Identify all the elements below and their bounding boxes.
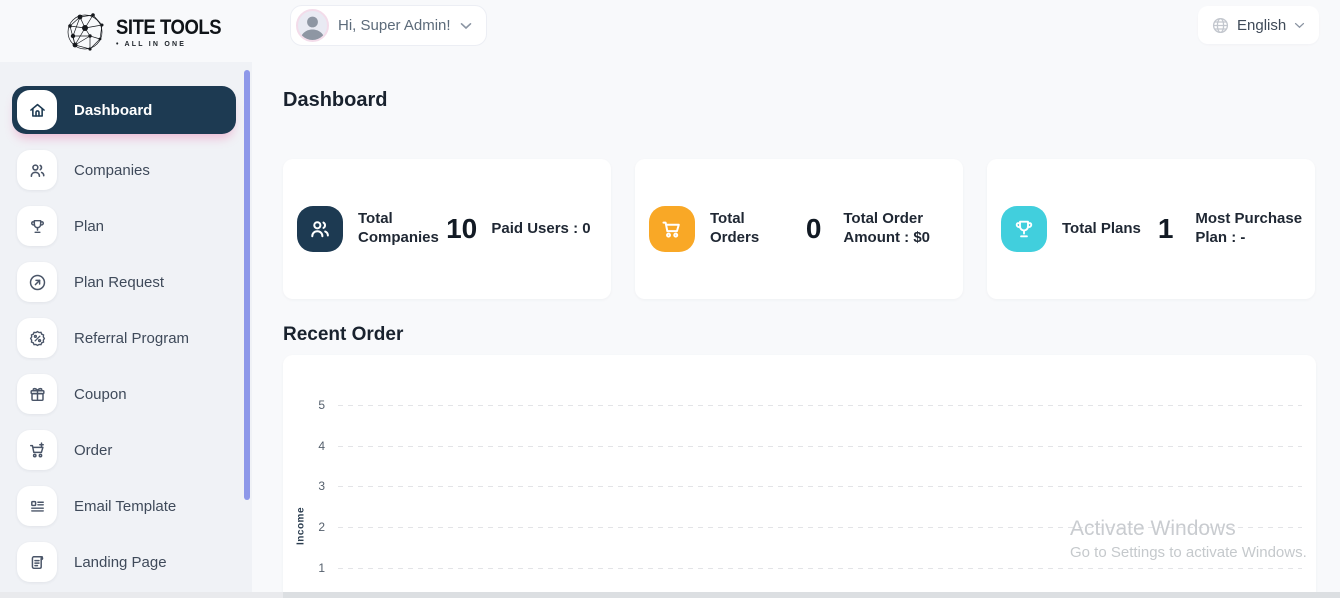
chevron-down-icon xyxy=(1294,22,1305,29)
sidebar-item-landing-page[interactable]: Landing Page xyxy=(17,542,236,582)
sidebar-item-email-template[interactable]: Email Template xyxy=(17,486,236,526)
sidebar-item-label: Plan xyxy=(74,217,105,235)
cart-icon xyxy=(649,206,695,252)
sidebar: Dashboard Companies Plan Plan Request Re xyxy=(0,62,252,592)
scroll-icon xyxy=(17,542,57,582)
sidebar-item-referral-program[interactable]: Referral Program xyxy=(17,318,236,358)
sidebar-item-dashboard[interactable]: Dashboard xyxy=(12,86,236,134)
gridline xyxy=(338,486,1302,487)
user-menu[interactable]: Hi, Super Admin! xyxy=(290,5,487,46)
home-icon xyxy=(17,90,57,130)
stat-sub-label: Total Order Amount : $0 xyxy=(843,210,931,246)
stat-card-total-plans: Total Plans 1 Most Purchase Plan : - xyxy=(987,159,1315,299)
network-logo-icon xyxy=(67,13,104,51)
y-tick: 5 xyxy=(318,398,325,412)
sidebar-item-label: Email Template xyxy=(74,497,177,515)
recent-order-chart: Income 5 4 3 2 1 xyxy=(283,355,1316,598)
horizontal-scrollbar-segment xyxy=(0,592,283,598)
page-title: Dashboard xyxy=(283,89,388,111)
sidebar-item-label: Coupon xyxy=(74,385,127,403)
arrow-up-right-circle-icon xyxy=(17,262,57,302)
users-icon xyxy=(17,150,57,190)
sidebar-item-coupon[interactable]: Coupon xyxy=(17,374,236,414)
avatar xyxy=(296,9,329,42)
brand-name: SITE TOOLS xyxy=(116,16,222,39)
sidebar-nav: Dashboard Companies Plan Plan Request Re xyxy=(0,86,252,582)
brand-text: SITE TOOLS • ALL IN ONE xyxy=(116,16,235,48)
sidebar-item-label: Plan Request xyxy=(74,273,165,291)
sidebar-item-label: Order xyxy=(74,441,113,459)
gridline xyxy=(338,445,1302,447)
sidebar-item-plan[interactable]: Plan xyxy=(17,206,236,246)
greeting-text: Hi, Super Admin! xyxy=(338,17,451,34)
trophy-icon xyxy=(17,206,57,246)
stat-sub-label: Paid Users : 0 xyxy=(491,219,591,237)
sidebar-scrollbar[interactable] xyxy=(244,70,250,500)
stat-card-total-orders: Total Orders 0 Total Order Amount : $0 xyxy=(635,159,963,299)
stat-value: 0 xyxy=(805,213,822,244)
sidebar-item-label: Landing Page xyxy=(74,553,167,571)
gridline xyxy=(338,568,1302,569)
recent-order-title: Recent Order xyxy=(283,324,404,345)
stat-card-total-companies: Total Companies 10 Paid Users : 0 xyxy=(283,159,611,299)
sidebar-item-plan-request[interactable]: Plan Request xyxy=(17,262,236,302)
sidebar-item-order[interactable]: Order xyxy=(17,430,236,470)
stat-label: Total Orders xyxy=(710,210,760,246)
template-icon xyxy=(17,486,57,526)
globe-icon xyxy=(1212,17,1229,34)
sidebar-item-label: Dashboard xyxy=(74,101,153,119)
chevron-down-icon xyxy=(460,22,472,30)
trophy-icon xyxy=(1001,206,1047,252)
y-tick: 2 xyxy=(318,520,325,534)
brand-tagline: • ALL IN ONE xyxy=(116,41,187,48)
stat-label: Total Companies xyxy=(358,210,439,246)
horizontal-scrollbar-track[interactable] xyxy=(0,592,1340,598)
y-tick: 1 xyxy=(318,561,325,575)
stat-sub-label: Most Purchase Plan : - xyxy=(1195,210,1303,246)
stat-label: Total Plans xyxy=(1062,219,1141,237)
cart-plus-icon xyxy=(17,430,57,470)
language-label: English xyxy=(1237,16,1287,34)
sidebar-item-label: Referral Program xyxy=(74,329,190,347)
percent-badge-icon xyxy=(17,318,57,358)
users-icon xyxy=(297,206,343,252)
language-selector[interactable]: English xyxy=(1198,6,1320,44)
stat-cards: Total Companies 10 Paid Users : 0 Total … xyxy=(283,159,1315,299)
brand-logo[interactable]: SITE TOOLS • ALL IN ONE xyxy=(60,6,235,58)
stat-value: 1 xyxy=(1157,213,1174,244)
gridline xyxy=(338,405,1302,406)
gridline xyxy=(338,527,1302,528)
sidebar-item-label: Companies xyxy=(74,161,150,179)
sidebar-item-companies[interactable]: Companies xyxy=(17,150,236,190)
stat-value: 10 xyxy=(446,213,478,244)
gift-icon xyxy=(17,374,57,414)
y-tick: 3 xyxy=(318,479,325,493)
y-tick: 4 xyxy=(318,438,325,453)
